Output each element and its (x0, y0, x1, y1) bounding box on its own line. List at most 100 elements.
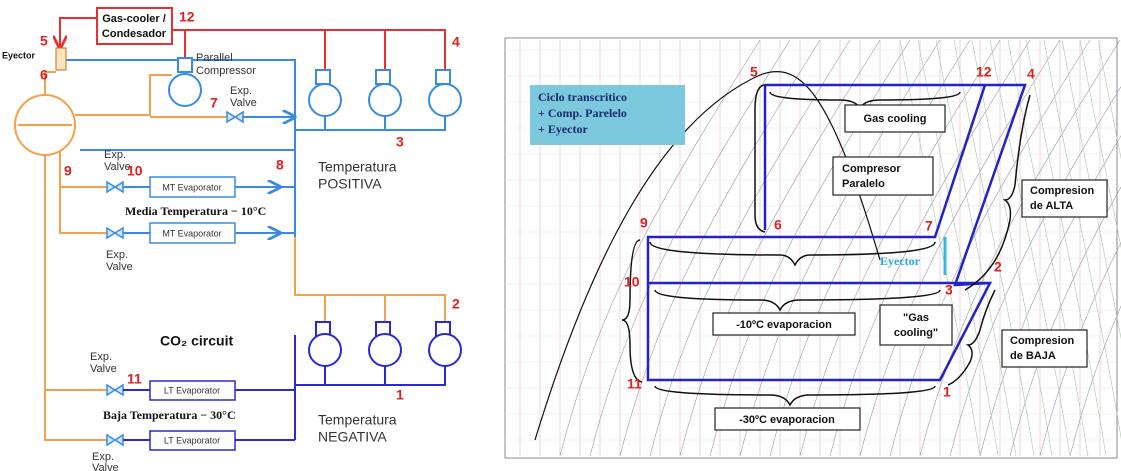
compressor (368, 83, 402, 117)
label: Compressor (196, 65, 256, 77)
compressor-head (375, 69, 391, 85)
label-box (714, 407, 861, 431)
pipe (123, 186, 150, 234)
compressor (428, 83, 462, 117)
isotherm (649, 39, 851, 457)
point: 5 (40, 33, 48, 49)
label: -30ºC evaporacion (739, 414, 835, 426)
pipe-suction-mt (66, 59, 446, 237)
pipe (235, 186, 295, 234)
ph-diagram: Ciclo transcritico + Comp. Parelelo + Ey… (504, 37, 1121, 459)
isotherm (919, 39, 1121, 457)
isentrope (953, 39, 1035, 457)
label-box (832, 156, 934, 196)
label: Exp. (230, 85, 252, 97)
isotherm (859, 39, 1061, 457)
title: + Eyector (538, 122, 588, 136)
label: Baja Temperatura − 30°C (103, 408, 236, 422)
valve (226, 110, 244, 124)
label: Exp. (104, 149, 126, 161)
point: 9 (64, 163, 72, 179)
point: 11 (627, 376, 642, 392)
point: 12 (179, 9, 195, 25)
label: MT Evaporator (162, 182, 221, 192)
brace (621, 239, 643, 383)
valve (106, 226, 124, 240)
isentrope (1043, 39, 1121, 440)
label: Temperatura (318, 159, 397, 175)
label-box (1001, 329, 1088, 368)
saturation-dome (534, 71, 881, 441)
point: 12 (976, 64, 992, 80)
pipe-suction-lt (235, 335, 446, 441)
label: Compresor (842, 163, 901, 175)
label-box (879, 304, 953, 346)
point: 6 (40, 67, 48, 83)
parallel-compressor (168, 73, 202, 107)
point: 9 (640, 215, 648, 231)
label: de ALTA (1030, 200, 1073, 212)
lt-evaporator (149, 430, 236, 451)
mt-evaporator (149, 222, 236, 244)
isentrope (1007, 39, 1089, 457)
brace (964, 94, 1031, 291)
point: 10 (624, 274, 640, 290)
label: Exp. (106, 249, 128, 261)
label: Gas-cooler / (102, 13, 166, 25)
title: + Comp. Parelelo (538, 106, 627, 120)
brace (947, 289, 996, 386)
label: Eyector (2, 50, 36, 60)
isotherm (769, 39, 971, 457)
isotherm (979, 135, 1121, 457)
label: -10ºC evaporacion (736, 319, 832, 331)
isentrope (935, 39, 1017, 457)
label: Valve (90, 363, 117, 375)
isotherm (1009, 186, 1121, 457)
compressor (368, 333, 402, 367)
brace (649, 241, 936, 267)
label: Exp. (92, 451, 114, 463)
gas-cooler-box (96, 7, 173, 45)
brace (754, 84, 766, 233)
valve (106, 383, 124, 397)
label: LT Evaporator (164, 435, 220, 445)
point: 2 (452, 296, 460, 312)
point: 2 (994, 259, 1002, 275)
label-box (844, 104, 946, 133)
isotherm (559, 39, 761, 457)
evaporators (149, 176, 236, 451)
isotherm (1069, 305, 1121, 457)
label: Temperatura (318, 412, 397, 428)
ejector (55, 47, 67, 71)
label-box (1021, 179, 1108, 218)
label: "Gas (903, 312, 929, 324)
label: cooling" (894, 327, 938, 339)
compressor (428, 333, 462, 367)
isentrope (1061, 39, 1121, 340)
label: MT Evaporator (162, 228, 221, 238)
valves (106, 110, 244, 447)
compressor (308, 333, 342, 367)
compressor-head (435, 69, 451, 85)
point: 1 (943, 384, 951, 400)
isentrope (1025, 39, 1107, 457)
point: 11 (127, 371, 142, 387)
isentrope (917, 39, 999, 457)
mt-evaporator (149, 176, 236, 198)
circuit: Gas-cooler / Condesador Eyector Parallel… (2, 7, 462, 471)
point: 7 (925, 218, 933, 234)
title: Ciclo transcritico (538, 90, 627, 104)
point: 6 (774, 217, 782, 233)
label: Parallel (196, 52, 233, 64)
title-box (530, 85, 685, 145)
point: 3 (945, 282, 953, 298)
point: 5 (750, 64, 758, 80)
compressor-head (315, 69, 331, 85)
lt-evaporator (149, 380, 236, 401)
brace (654, 289, 941, 312)
lt-compressors (308, 321, 462, 367)
label-box (712, 312, 856, 336)
point: 1 (396, 387, 404, 403)
pipe-liquid-low (44, 150, 446, 441)
